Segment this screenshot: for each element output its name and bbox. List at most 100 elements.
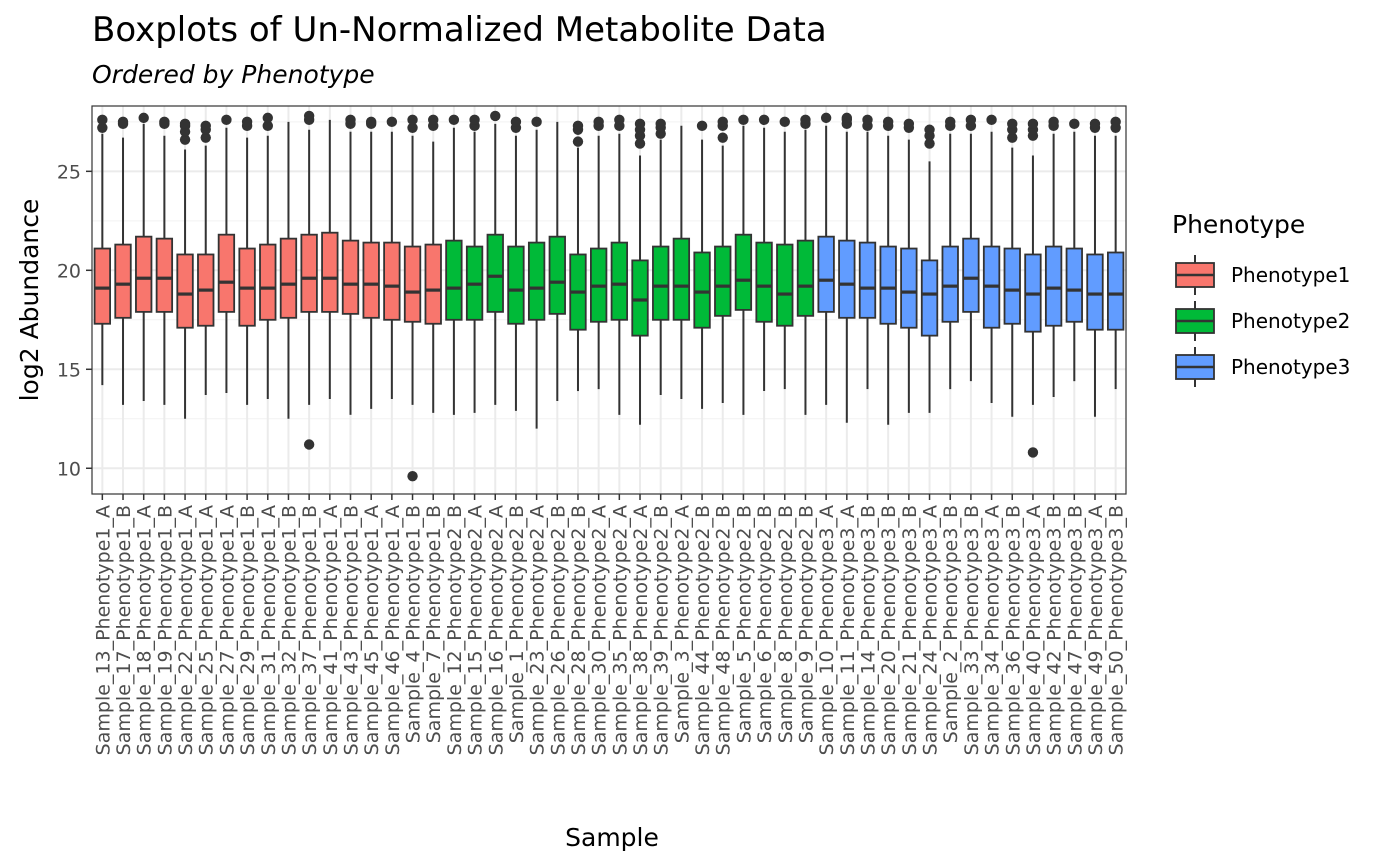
x-tick-label: Sample_33_Phenotype3_B <box>961 505 983 755</box>
legend-label: Phenotype3 <box>1231 355 1350 379</box>
box-Sample_11_Phenotype3_A <box>838 112 856 423</box>
y-tick-label: 15 <box>57 359 81 381</box>
legend: Phenotype Phenotype1 Phenotype2 Phenotype3 <box>1172 210 1350 387</box>
outlier-point <box>510 116 522 128</box>
box-Sample_49_Phenotype3_A <box>1086 118 1104 417</box>
outlier-point <box>965 114 977 126</box>
box-Sample_35_Phenotype2_A <box>610 114 628 415</box>
outlier-point <box>717 116 728 128</box>
box-Sample_13_Phenotype1_A <box>93 114 111 386</box>
x-tick-label: Sample_42_Phenotype3_B <box>1044 505 1066 755</box>
x-tick-label: Sample_43_Phenotype1_B <box>341 505 363 755</box>
box-iqr <box>1086 253 1104 331</box>
outlier-point <box>924 138 935 149</box>
box-Sample_3_Phenotype2_A <box>672 125 691 399</box>
box-Sample_5_Phenotype2_B <box>734 114 753 415</box>
outlier-point <box>448 114 460 126</box>
outlier-point <box>572 136 584 147</box>
x-tick-label: Sample_24_Phenotype3_A <box>920 505 942 755</box>
box-Sample_12_Phenotype2_B <box>445 114 463 415</box>
x-tick-label: Sample_10_Phenotype3_A <box>816 505 838 755</box>
outlier-point <box>779 116 790 128</box>
box-Sample_45_Phenotype1_A <box>362 116 380 409</box>
x-tick-label: Sample_21_Phenotype3_B <box>899 505 921 755</box>
box-Sample_20_Phenotype3_B <box>879 116 897 425</box>
box-Sample_14_Phenotype3_B <box>858 114 877 390</box>
box-iqr <box>424 243 442 325</box>
x-tick-label: Sample_39_Phenotype2_B <box>651 505 673 755</box>
x-tick-label: Sample_50_Phenotype3_B <box>1106 505 1128 755</box>
box-Sample_41_Phenotype1_A <box>321 119 339 399</box>
outlier-point <box>303 110 315 122</box>
box-iqr <box>114 243 132 319</box>
outlier-point <box>1069 118 1080 130</box>
outlier-point <box>97 114 108 126</box>
box-iqr <box>693 251 711 329</box>
box-Sample_33_Phenotype3_B <box>962 114 980 382</box>
outlier-point <box>717 132 728 143</box>
outlier-point <box>634 118 646 130</box>
outlier-point <box>758 114 770 126</box>
outlier-point <box>345 114 356 126</box>
box-iqr <box>796 239 815 317</box>
box-iqr <box>321 231 339 313</box>
outlier-point <box>1007 132 1018 143</box>
outlier-point <box>1089 118 1101 130</box>
x-tick-label: Sample_18_Phenotype1_A <box>134 505 156 755</box>
x-tick-label: Sample_37_Phenotype1_B <box>299 505 321 755</box>
box-Sample_34_Phenotype3_A <box>982 114 1001 403</box>
outlier-point <box>179 134 191 145</box>
box-Sample_7_Phenotype1_B <box>424 114 442 413</box>
box-iqr <box>1003 247 1021 325</box>
legend-entry-Phenotype2: Phenotype2 <box>1175 301 1350 341</box>
box-Sample_24_Phenotype3_A <box>920 124 939 413</box>
box-Sample_36_Phenotype3_B <box>1003 118 1021 417</box>
box-iqr <box>93 247 111 325</box>
box-Sample_15_Phenotype2_A <box>465 114 484 413</box>
outlier-point <box>1110 116 1121 128</box>
plot-panel <box>91 105 1127 495</box>
x-tick-label: Sample_30_Phenotype2_A <box>589 505 611 755</box>
x-tick-label: Sample_12_Phenotype2_B <box>444 505 466 755</box>
box-Sample_17_Phenotype1_B <box>114 116 132 405</box>
x-tick-label: Sample_32_Phenotype1_B <box>278 505 300 755</box>
box-iqr <box>486 233 504 313</box>
box-Sample_4_Phenotype1_B <box>403 114 422 482</box>
outlier-point <box>262 120 273 131</box>
box-iqr <box>941 245 959 323</box>
x-tick-label: Sample_38_Phenotype2_A <box>630 505 652 755</box>
x-tick-label: Sample_35_Phenotype2_A <box>609 505 631 755</box>
outlier-point <box>159 116 170 128</box>
box-iqr <box>962 237 980 313</box>
outlier-point <box>200 120 211 131</box>
x-tick-label: Sample_13_Phenotype1_A <box>92 505 114 755</box>
outlier-point <box>862 114 873 126</box>
x-tick-label: Sample_14_Phenotype3_B <box>858 505 880 755</box>
box-Sample_27_Phenotype1_A <box>217 114 236 394</box>
box-iqr <box>548 235 566 315</box>
box-Sample_19_Phenotype1_B <box>155 116 174 405</box>
x-tick-label: Sample_29_Phenotype1_B <box>237 505 259 755</box>
box-Sample_16_Phenotype2_A <box>486 110 504 405</box>
x-tick-label: Sample_41_Phenotype1_A <box>320 505 342 755</box>
outlier-point <box>262 112 273 124</box>
legend-label: Phenotype1 <box>1231 263 1350 287</box>
box-Sample_2_Phenotype3_B <box>941 116 959 390</box>
box-Sample_42_Phenotype3_B <box>1044 116 1063 397</box>
outlier-point <box>945 116 956 128</box>
y-tick-label: 10 <box>57 458 81 480</box>
x-tick-label: Sample_40_Phenotype3_A <box>1023 505 1045 755</box>
box-iqr <box>879 245 897 325</box>
x-tick-label: Sample_6_Phenotype2_B <box>754 505 776 743</box>
x-tick-label: Sample_20_Phenotype3_B <box>878 505 900 755</box>
outlier-point <box>117 116 129 128</box>
outlier-point <box>469 114 480 126</box>
outlier-point <box>407 470 418 482</box>
outlier-point <box>407 122 418 133</box>
box-iqr <box>838 239 856 319</box>
outlier-point <box>903 118 915 130</box>
box-iqr <box>155 237 174 313</box>
outlier-point <box>1027 118 1039 130</box>
chart-subtitle: Ordered by Phenotype <box>92 60 375 89</box>
box-Sample_46_Phenotype1_A <box>383 116 401 399</box>
